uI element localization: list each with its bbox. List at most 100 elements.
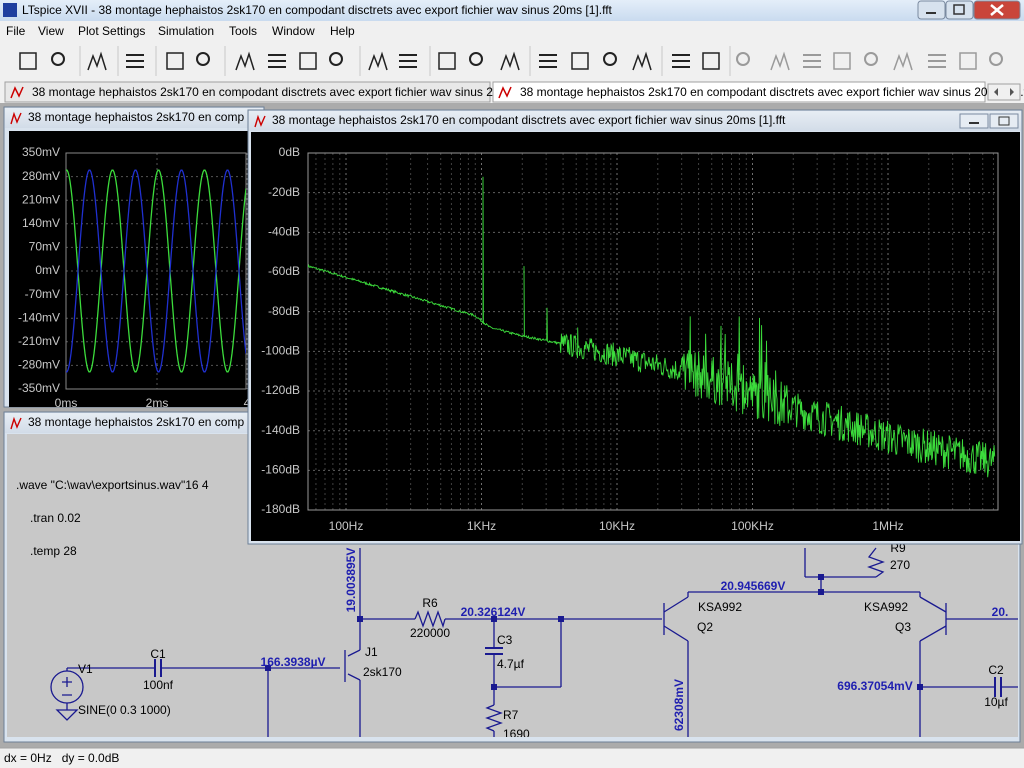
toolbar-button[interactable]	[926, 50, 948, 72]
toolbar-button[interactable]	[569, 50, 591, 72]
menu-item[interactable]: Help	[330, 24, 355, 38]
toolbar-button-face[interactable]	[86, 50, 108, 72]
tab[interactable]: 38 montage hephaistos 2sk170 en compodan…	[492, 81, 1024, 103]
node-voltage: 696.37054mV	[837, 679, 912, 693]
y-tick-label: -180dB	[261, 502, 300, 516]
toolbar-button-face[interactable]	[367, 50, 389, 72]
toolbar-button-face[interactable]	[769, 50, 791, 72]
window-button[interactable]	[989, 113, 1019, 129]
toolbar-button[interactable]	[397, 50, 419, 72]
tab-face[interactable]	[492, 81, 986, 103]
component-label: Q3	[895, 620, 911, 634]
tab-label: 38 montage hephaistos 2sk170 en compodan…	[32, 85, 542, 99]
x-tick-label: 100Hz	[329, 519, 364, 533]
icon	[235, 51, 255, 71]
menu-item[interactable]: File	[6, 24, 26, 38]
component-label: V1	[78, 662, 93, 676]
toolbar-button[interactable]	[734, 50, 756, 72]
component-label: 270	[890, 558, 910, 572]
toolbar-button[interactable]	[499, 50, 521, 72]
trace	[66, 169, 246, 373]
toolbar-button[interactable]	[234, 50, 256, 72]
component-label: C2	[988, 663, 1004, 677]
icon	[166, 52, 184, 70]
window-title-bar	[5, 108, 263, 128]
toolbar-button[interactable]	[670, 50, 692, 72]
title-bar	[0, 0, 1024, 21]
node-voltage: 166.3938µV	[261, 655, 326, 669]
toolbar-button[interactable]	[831, 50, 853, 72]
y-tick-label: -70mV	[25, 287, 60, 301]
status-bar	[0, 748, 1024, 768]
tab-scroll[interactable]	[987, 83, 1021, 101]
junction	[265, 665, 271, 671]
y-tick-label: 140mV	[22, 216, 60, 230]
window-button[interactable]	[945, 0, 974, 20]
tab-label: 38 montage hephaistos 2sk170 en compodan…	[520, 85, 1024, 99]
window-button[interactable]	[917, 0, 946, 20]
component-label: Q2	[697, 620, 713, 634]
toolbar-button[interactable]	[987, 50, 1009, 72]
toolbar-button[interactable]	[957, 50, 979, 72]
y-tick-label: -160dB	[261, 463, 300, 477]
component-label: R6	[422, 596, 438, 610]
junction	[558, 616, 564, 622]
toolbar-button-face[interactable]	[499, 50, 521, 72]
menu-item[interactable]: View	[38, 24, 64, 38]
y-tick-label: 210mV	[22, 192, 60, 206]
toolbar-button[interactable]	[17, 50, 39, 72]
y-tick-label: -100dB	[261, 344, 300, 358]
toolbar-button[interactable]	[367, 50, 389, 72]
toolbar-button[interactable]	[436, 50, 458, 72]
toolbar-button[interactable]	[164, 50, 186, 72]
tab[interactable]: 38 montage hephaistos 2sk170 en compodan…	[4, 81, 542, 103]
status-text: dx = 0Hz dy = 0.0dB	[4, 751, 119, 765]
tab-face[interactable]	[4, 81, 491, 103]
toolbar-button[interactable]	[266, 50, 288, 72]
toolbar-button-face[interactable]	[892, 50, 914, 72]
window-button[interactable]	[959, 113, 989, 129]
x-tick-label: 4	[244, 396, 251, 410]
component-label: R9	[890, 541, 906, 555]
toolbar-button-face[interactable]	[234, 50, 256, 72]
tab-icon	[498, 86, 512, 99]
toolbar-button[interactable]	[769, 50, 791, 72]
schematic: .wave "C:\wav\exportsinus.wav"16 4 .tran …	[16, 478, 1018, 737]
component-label: 2sk170	[363, 665, 402, 679]
toolbar-button[interactable]	[700, 50, 722, 72]
toolbar-button[interactable]	[892, 50, 914, 72]
toolbar-button[interactable]	[631, 50, 653, 72]
menu-item[interactable]: Plot Settings	[78, 24, 145, 38]
menu-item[interactable]: Window	[272, 24, 315, 38]
toolbar-button[interactable]	[601, 50, 623, 72]
component-label: C1	[150, 647, 166, 661]
x-tick-label: 1KHz	[467, 519, 496, 533]
component-label: 10µf	[984, 695, 1008, 709]
toolbar-button[interactable]	[467, 50, 489, 72]
component-label: 220000	[410, 626, 450, 640]
icon	[959, 52, 977, 70]
icon	[399, 54, 417, 68]
plot-pane	[251, 132, 1020, 541]
icon	[632, 51, 652, 71]
toolbar-button-face[interactable]	[631, 50, 653, 72]
y-tick-label: -120dB	[261, 383, 300, 397]
close-glyph	[990, 4, 1004, 16]
icon	[87, 51, 107, 71]
toolbar-button[interactable]	[49, 50, 71, 72]
toolbar-button[interactable]	[297, 50, 319, 72]
toolbar-button[interactable]	[124, 50, 146, 72]
toolbar-button[interactable]	[327, 50, 349, 72]
menu-item[interactable]: Simulation	[158, 24, 214, 38]
toolbar-button[interactable]	[801, 50, 823, 72]
toolbar-button[interactable]	[862, 50, 884, 72]
toolbar-button[interactable]	[86, 50, 108, 72]
toolbar-button[interactable]	[537, 50, 559, 72]
menu-item[interactable]: Tools	[229, 24, 257, 38]
icon	[864, 52, 878, 66]
window-title: LTspice XVII - 38 montage hephaistos 2sk…	[22, 3, 613, 17]
toolbar-button[interactable]	[194, 50, 216, 72]
ground	[55, 703, 79, 721]
icon	[770, 51, 790, 71]
component-label: J1	[365, 645, 378, 659]
